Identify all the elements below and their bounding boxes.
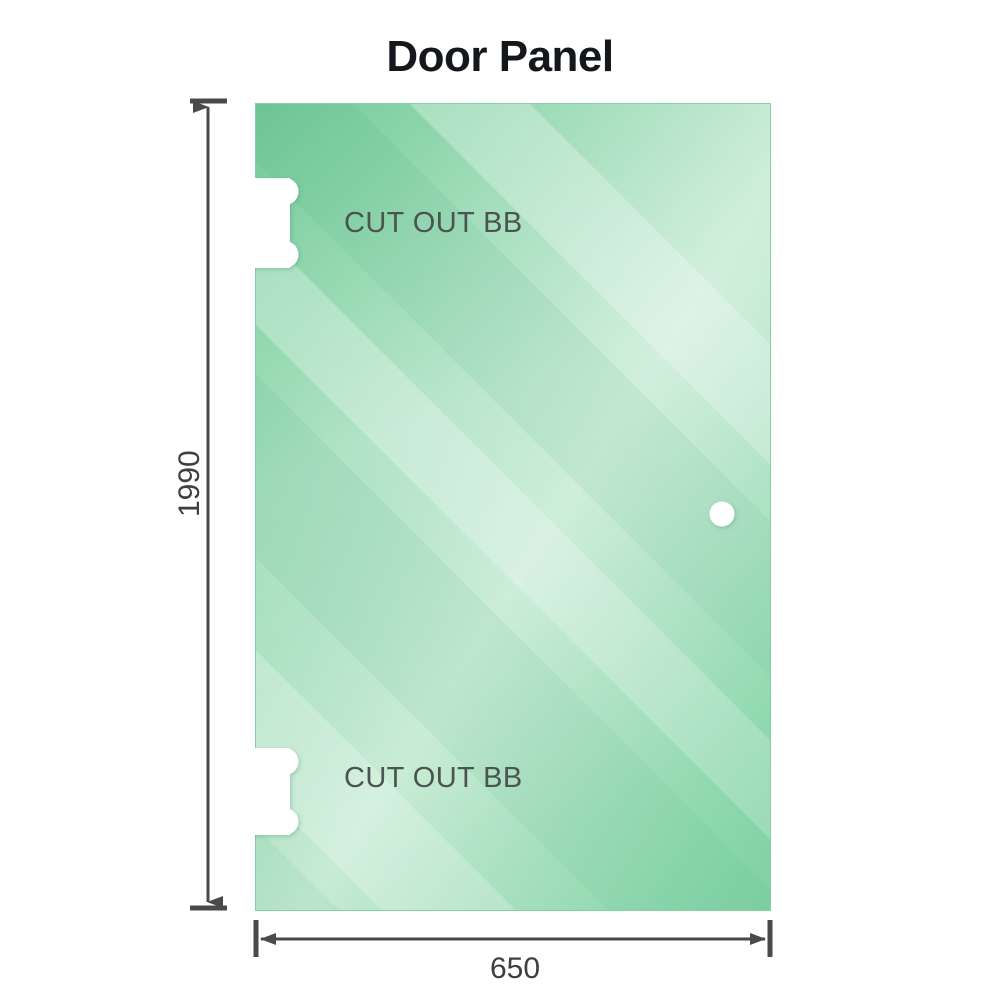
- cutout-label-upper: CUT OUT BB: [344, 207, 523, 239]
- dimension-height-value: 1990: [173, 450, 206, 517]
- page-title: Door Panel: [386, 32, 614, 81]
- cutout-label-lower: CUT OUT BB: [344, 762, 523, 794]
- panel-graphic: [255, 103, 771, 911]
- dimension-width-value: 650: [489, 952, 541, 985]
- cutout-bb-lower: [255, 748, 299, 835]
- handle-hole: [709, 501, 735, 527]
- glass-door-panel: [255, 103, 771, 911]
- cutout-bb-upper: [255, 178, 299, 268]
